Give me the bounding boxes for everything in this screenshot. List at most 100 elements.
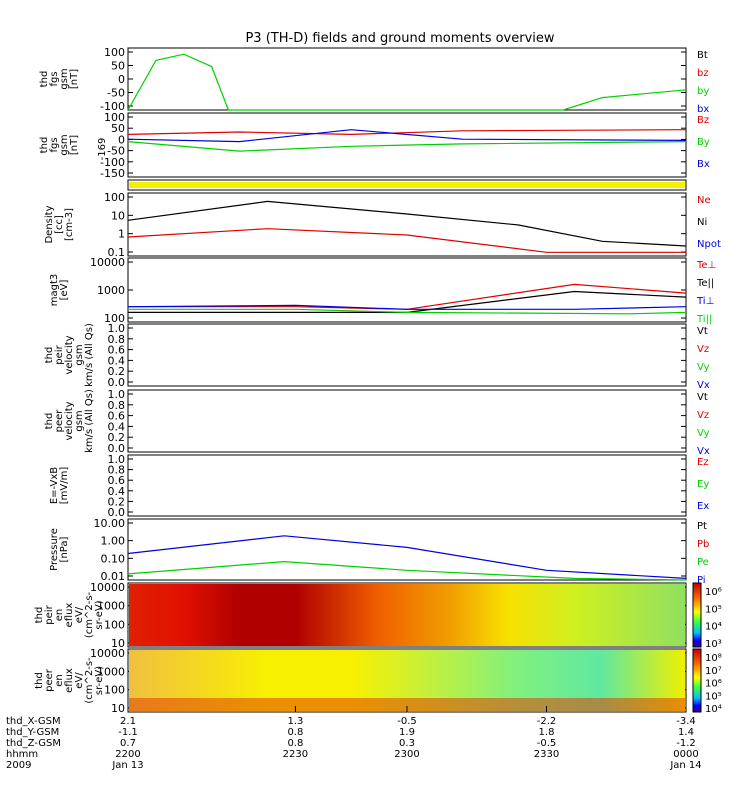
xaxis-value-2-3: -0.5 <box>537 738 557 749</box>
series-3-1 <box>127 228 686 253</box>
panel-frame-e <box>127 454 687 517</box>
ylabel-ispec-1: peir <box>44 604 55 624</box>
colorbar-label-ispec-0: 10⁶ <box>705 587 722 598</box>
legend-vi-1: Vz <box>697 344 709 355</box>
xaxis-row-label-0: thd_X-GSM <box>6 716 61 727</box>
ytick-label-espec-3: 10 <box>111 702 125 715</box>
legend-ve-1: Vz <box>697 410 709 421</box>
colorbar-espec <box>692 648 702 713</box>
legend-ve-0: Vt <box>697 392 708 403</box>
ylabel-vi-1: peir <box>54 344 65 364</box>
legend-fgsmag-0: Bz <box>697 115 709 126</box>
ylabel-temp-1: [eV] <box>59 280 70 301</box>
xaxis-value-1-4: 1.4 <box>678 727 694 738</box>
panel-frame-density <box>127 192 687 257</box>
xaxis-value-1-1: 0.8 <box>287 727 303 738</box>
ylabel-fgsmag-3: [nT] <box>69 135 80 155</box>
ytick-label-ve-0: 1.0 <box>108 388 126 401</box>
ylabel-ispec-2: en <box>54 609 65 622</box>
legend-press-1: Pb <box>697 539 709 550</box>
ylabel-ispec-3: eflux <box>64 603 75 628</box>
ytick-label-density-1: 10 <box>111 209 125 222</box>
ytick-label-ispec-2: 100 <box>104 618 125 631</box>
panel-frame-fgs <box>127 47 687 111</box>
xaxis-value-3-4: 0000 <box>673 749 698 760</box>
ytick-label-ve-3: 0.4 <box>108 420 126 433</box>
ytick-label-density-2: 1 <box>118 228 125 241</box>
ytick-label-fgsmag-3: -50 <box>107 145 125 158</box>
legend-e-0: Ez <box>697 457 709 468</box>
ytick-label-vi-1: 0.8 <box>108 333 126 346</box>
ylabel-espec-3: eflux <box>64 668 75 693</box>
legend-density-2: Npot <box>697 239 721 250</box>
ytick-label-e-3: 0.4 <box>108 485 126 498</box>
ylabel-ispec-5: (cm^2-s- <box>84 591 95 638</box>
ytick-label-e-5: 0.0 <box>108 506 126 519</box>
ytick-label-vi-3: 0.4 <box>108 354 126 367</box>
flag-bar <box>129 182 685 188</box>
legend-temp-1: Te|| <box>696 278 714 289</box>
series-3-0 <box>127 200 687 247</box>
panel-frame-ispec <box>127 582 687 648</box>
xaxis-value-3-0: 2200 <box>115 749 140 760</box>
series-1-0 <box>127 129 687 136</box>
ytick-label-e-4: 0.2 <box>108 495 126 508</box>
ylabel-ispec-4: eV/ <box>74 606 85 623</box>
ytick-label-fgs-0: 100 <box>104 46 125 59</box>
ytick-label-e-0: 1.0 <box>108 453 126 466</box>
ytick-label-vi-2: 0.6 <box>108 344 126 357</box>
ion-spectrogram <box>129 584 685 646</box>
ylabel-espec-4: eV/ <box>74 672 85 689</box>
ylabel-fgs-1: fgs <box>49 71 60 86</box>
ylabel-ve-0: thd <box>44 413 55 430</box>
legend-vi-3: Vx <box>697 380 710 391</box>
series-8-1 <box>127 560 687 581</box>
xaxis-value-4-0: Jan 13 <box>111 760 143 771</box>
ylabel-espec-2: en <box>54 674 65 687</box>
xaxis-value-1-2: 1.9 <box>399 727 415 738</box>
ylabel-fgs-2: gsm <box>59 68 70 89</box>
panel-frame-fgsmag <box>127 112 687 178</box>
ylabel-fgs-0: thd <box>39 71 50 88</box>
xaxis-value-0-4: -3.4 <box>676 716 696 727</box>
ytick-label-ispec-0: 10000 <box>90 581 125 594</box>
colorbar-label-espec-0: 10⁸ <box>705 653 722 664</box>
legend-ve-3: Vx <box>697 446 710 457</box>
series-8-0 <box>127 535 687 579</box>
ytick-label-fgs-2: 0 <box>118 73 125 86</box>
xaxis-value-0-1: 1.3 <box>287 716 303 727</box>
ylabel-e-1: [mV/m] <box>59 467 70 505</box>
ylabel-temp-0: magt3 <box>49 274 60 307</box>
legend-fgs-1: bz <box>697 68 709 79</box>
ylabel-fgsmag-0: thd <box>39 137 50 154</box>
ytick-label-press-1: 1.00 <box>101 535 126 548</box>
legend-temp-3: Ti|| <box>696 314 712 325</box>
xaxis-value-2-4: -1.2 <box>676 738 696 749</box>
panel-frame-flag <box>127 179 687 191</box>
ytick-label-ve-5: 0.0 <box>108 442 126 455</box>
ylabel-ve-3: gsm <box>74 410 85 431</box>
legend-fgsmag-2: Bx <box>697 159 710 170</box>
ytick-label-density-3: 0.1 <box>108 246 126 259</box>
panel-frame-press <box>127 518 687 581</box>
ylabel-extra-fgsmag: -169 <box>97 138 108 161</box>
ytick-label-fgs-4: -100 <box>100 100 125 113</box>
ytick-label-fgsmag-5: -150 <box>100 167 125 180</box>
panel-frame-ve <box>127 389 687 453</box>
colorbar-label-espec-4: 10⁴ <box>705 704 722 715</box>
ylabel-ve-4: km/s (All Qs) <box>84 389 95 453</box>
series-4-2 <box>127 304 687 310</box>
ylabel-vi-3: gsm <box>74 344 85 365</box>
xaxis-row-label-2: thd_Z-GSM <box>6 738 61 749</box>
ytick-label-ve-2: 0.6 <box>108 410 126 423</box>
ytick-label-vi-5: 0.0 <box>108 376 126 389</box>
legend-fgsmag-1: By <box>697 137 710 148</box>
ylabel-density-1: [cc] <box>54 215 65 234</box>
series-1-2 <box>127 129 687 143</box>
colorbar-label-espec-1: 10⁷ <box>705 666 722 677</box>
ylabel-fgs-3: [nT] <box>69 69 80 89</box>
ylabel-ve-2: velocity <box>64 401 75 440</box>
ylabel-density-2: [cm-3] <box>64 208 75 241</box>
